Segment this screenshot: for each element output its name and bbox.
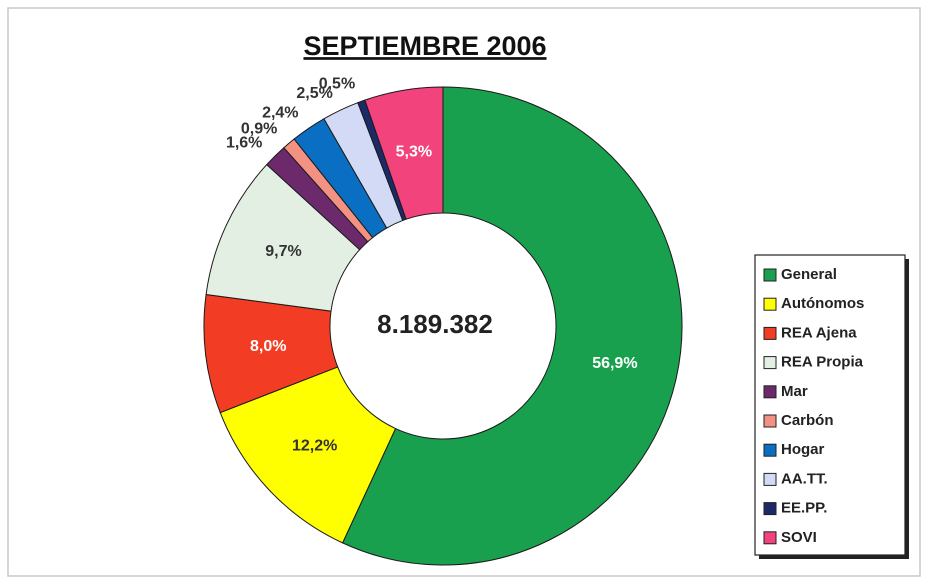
legend-swatch (763, 531, 777, 545)
data-label: 12,2% (292, 438, 337, 455)
donut-slice (364, 86, 444, 220)
legend-label: REA Propia (781, 354, 864, 371)
legend-label: EE.PP. (781, 500, 827, 517)
donut-slice (341, 86, 683, 566)
legend-swatch (763, 297, 777, 311)
data-label: 1,6% (226, 134, 262, 151)
legend-label: SOVI (781, 529, 817, 546)
legend-swatch (763, 326, 777, 340)
legend-label: AA.TT. (781, 470, 828, 487)
legend-label: REA Ajena (781, 324, 857, 341)
legend-swatch (763, 356, 777, 370)
data-label: 2,4% (262, 105, 298, 122)
legend-label: General (781, 266, 837, 283)
legend-label: Autónomos (781, 295, 864, 312)
legend-label: Mar (781, 383, 808, 400)
data-label: 8,0% (250, 338, 286, 355)
legend-swatch (763, 502, 777, 516)
data-label: 5,3% (396, 144, 432, 161)
legend-box (754, 254, 906, 556)
legend-swatch (763, 385, 777, 399)
legend-swatch (763, 414, 777, 428)
legend-label: Carbón (781, 412, 834, 429)
donut-slice (219, 366, 397, 544)
legend-swatch (763, 443, 777, 457)
data-label: 0,9% (241, 121, 277, 138)
legend-swatch (763, 268, 777, 282)
center-label: 8.189.382 (377, 309, 493, 339)
data-label: 56,9% (592, 355, 637, 372)
data-label: 9,7% (265, 243, 301, 260)
data-label: 2,5% (296, 85, 332, 102)
chart-title: SEPTIEMBRE 2006 (303, 31, 546, 61)
data-label: 0,5% (319, 76, 355, 93)
legend-label: Hogar (781, 441, 825, 458)
legend-swatch (763, 472, 777, 486)
